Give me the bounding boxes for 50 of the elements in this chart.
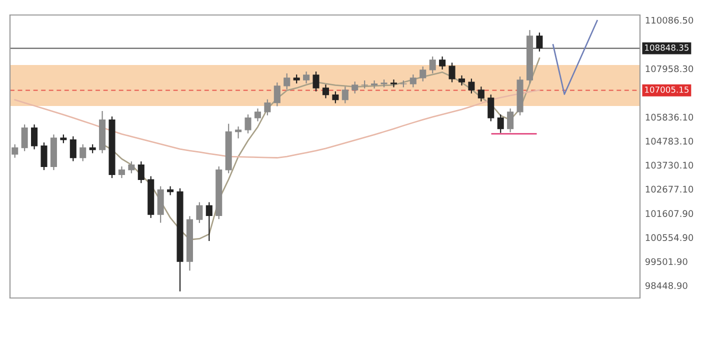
- candlestick: [322, 84, 329, 99]
- candlestick: [488, 94, 494, 122]
- candlestick: [303, 71, 310, 84]
- candlestick: [458, 74, 465, 86]
- candlestick: [70, 136, 76, 162]
- candlestick: [420, 66, 426, 82]
- candlestick: [507, 108, 514, 133]
- candlestick: [468, 78, 475, 94]
- candlestick: [264, 98, 271, 116]
- y-tick-label: 102677.10: [646, 186, 694, 193]
- ref-line-label: 108848.35: [645, 44, 689, 51]
- ref-line-label: 107005.15: [645, 86, 689, 93]
- candlestick: [138, 160, 144, 184]
- candlestick: [342, 86, 348, 104]
- candlestick: [21, 124, 28, 152]
- candlestick: [235, 126, 242, 139]
- candlestick: [31, 124, 38, 150]
- y-tick-label: 107958.30: [646, 65, 694, 72]
- candlestick: [40, 142, 48, 171]
- y-tick-label: 104783.10: [646, 138, 694, 145]
- candlestick: [390, 78, 397, 88]
- candlestick: [167, 186, 174, 196]
- candlestick: [12, 144, 18, 158]
- y-tick-label: 100554.90: [646, 234, 694, 242]
- candlestick: [206, 202, 212, 242]
- candlestick: [118, 166, 125, 179]
- candlestick: [439, 56, 446, 70]
- line-series: [14, 89, 540, 158]
- y-tick-label: 99501.90: [645, 258, 688, 266]
- candlestick: [254, 108, 261, 122]
- y-tick-label: 103730.10: [646, 162, 694, 169]
- candlestick: [196, 202, 203, 224]
- candlestick: [497, 114, 504, 134]
- candlestick: [478, 86, 484, 102]
- candlestick: [332, 90, 339, 104]
- candlestick: [352, 81, 358, 94]
- candlestick: [312, 71, 320, 92]
- y-tick-label: 105836.10: [646, 114, 694, 121]
- candlestick: [448, 62, 456, 83]
- y-tick-label: 98448.90: [645, 282, 688, 290]
- candlestick: [410, 74, 416, 88]
- candlestick: [284, 72, 290, 90]
- candlestick: [371, 80, 378, 89]
- candlestick: [429, 56, 436, 74]
- candlestick: [244, 114, 252, 134]
- candlestick: [274, 82, 280, 107]
- y-tick-label: 101607.90: [646, 210, 694, 218]
- y-tick-label: 110086.50: [646, 16, 694, 24]
- candlestick: [80, 144, 86, 162]
- candlestick: [128, 160, 135, 174]
